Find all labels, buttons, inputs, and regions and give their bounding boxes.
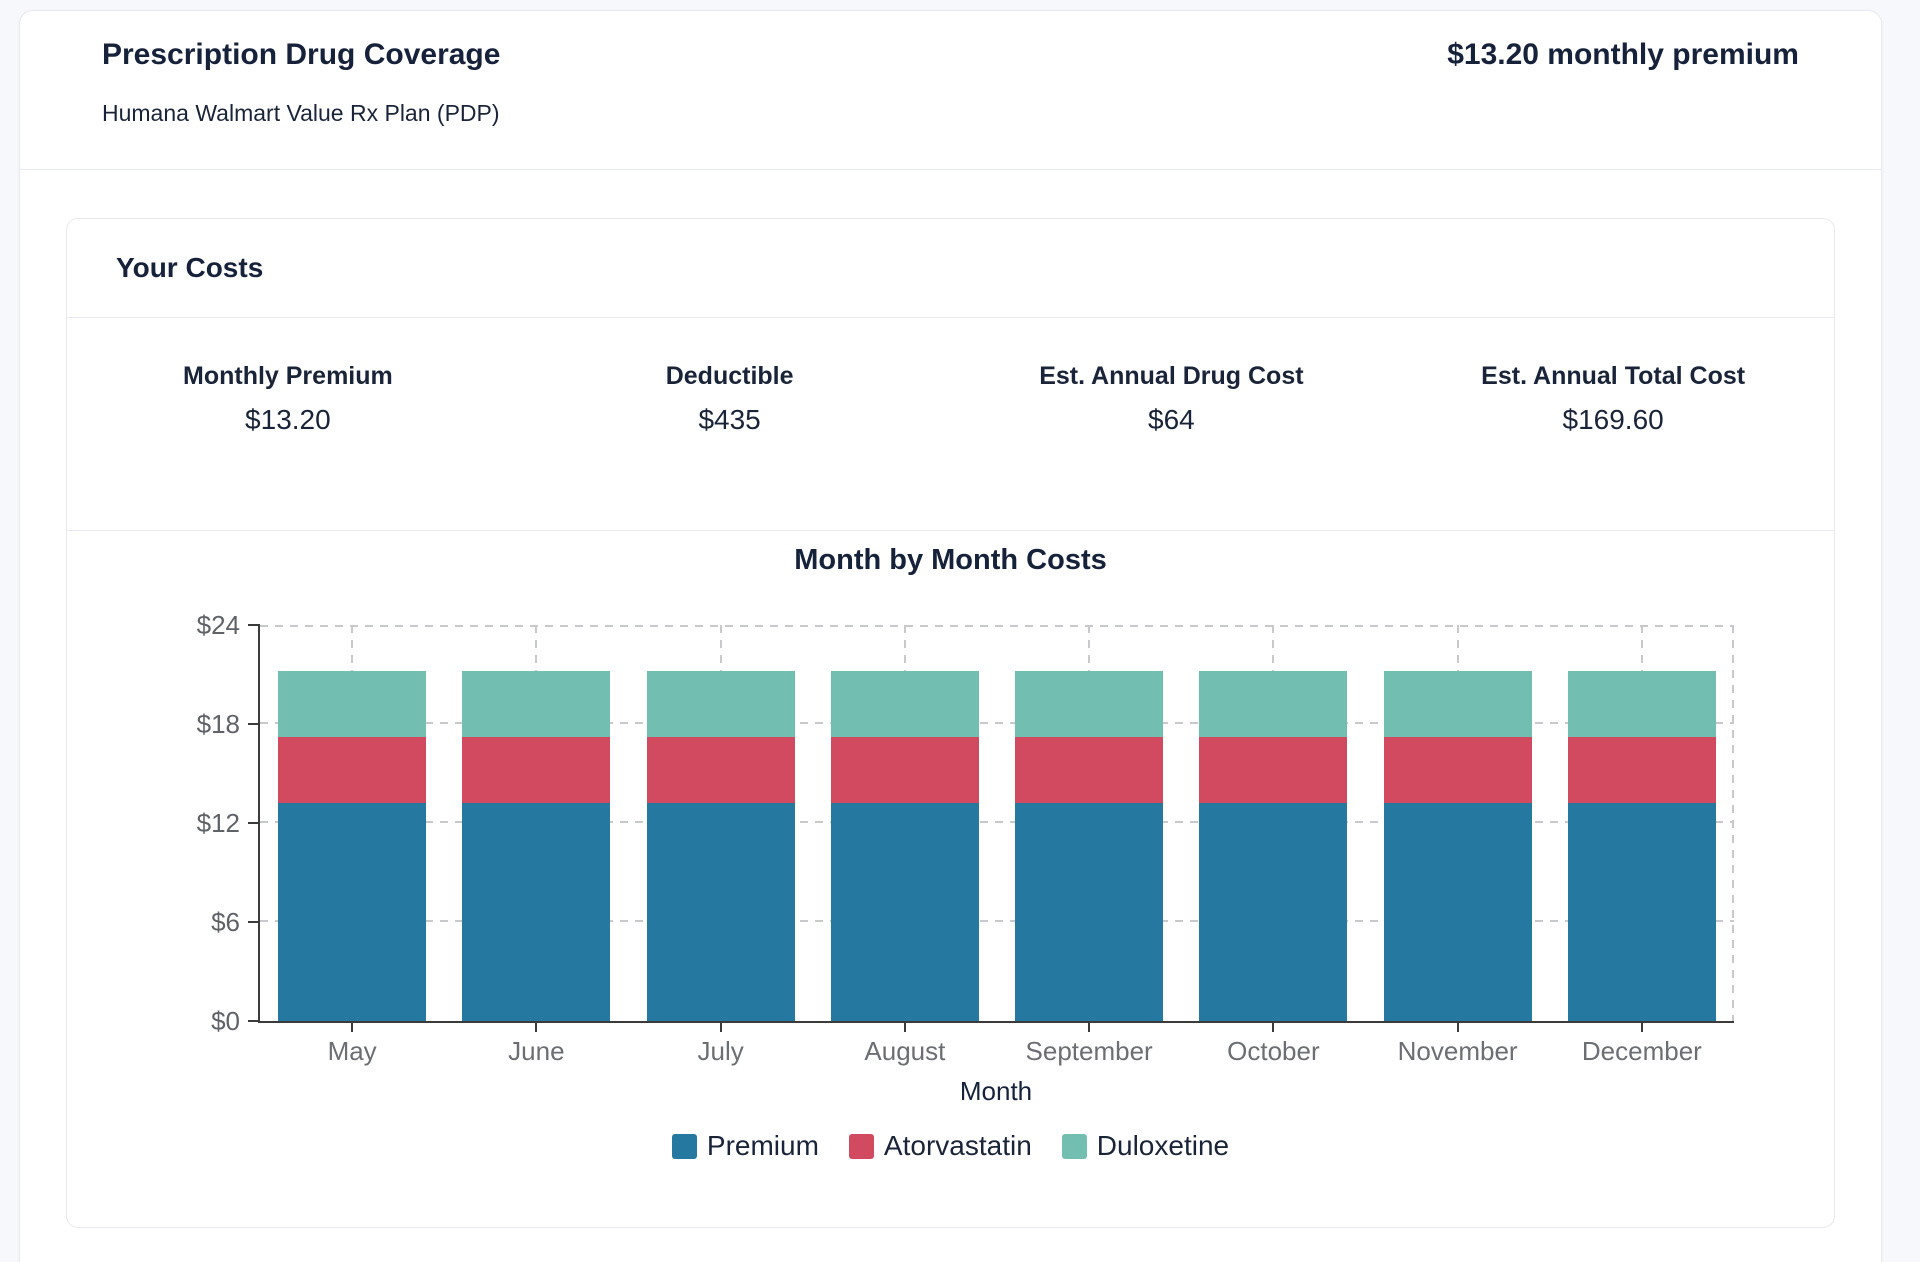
x-axis-tick	[719, 1021, 722, 1032]
bar-segment-duloxetine	[1383, 671, 1532, 738]
stat-value: $64	[1148, 404, 1195, 435]
bar-segment-premium	[1015, 803, 1164, 1021]
legend-swatch-icon	[671, 1133, 697, 1159]
plan-detail-card: Prescription Drug Coverage Humana Walmar…	[19, 10, 1882, 1262]
bar-december[interactable]	[1567, 671, 1716, 1021]
bar-october[interactable]	[1199, 671, 1348, 1021]
x-axis-label: September	[1025, 1036, 1153, 1066]
y-gridline	[260, 625, 1734, 627]
bar-segment-premium	[462, 803, 611, 1021]
plan-name: Humana Walmart Value Rx Plan (PDP)	[102, 100, 500, 126]
bar-august[interactable]	[830, 671, 979, 1021]
stat-annual-total-cost: Est. Annual Total Cost $169.60	[1392, 362, 1834, 530]
x-axis-label: October	[1227, 1036, 1320, 1066]
bar-segment-duloxetine	[462, 671, 611, 738]
stat-annual-drug-cost: Est. Annual Drug Cost $64	[951, 362, 1393, 530]
bar-september[interactable]	[1015, 671, 1164, 1021]
bar-segment-duloxetine	[830, 671, 979, 738]
x-axis-label: May	[327, 1036, 377, 1066]
bar-segment-atorvastatin	[830, 737, 979, 804]
bar-may[interactable]	[278, 671, 427, 1021]
y-axis-tick	[248, 822, 260, 824]
x-axis-tick	[351, 1021, 354, 1032]
bar-segment-duloxetine	[646, 671, 795, 738]
plan-header: Prescription Drug Coverage Humana Walmar…	[20, 11, 1881, 170]
legend-label: Premium	[706, 1130, 819, 1161]
x-axis-tick	[1088, 1021, 1091, 1032]
legend-label: Duloxetine	[1096, 1130, 1230, 1161]
bar-segment-premium	[1199, 803, 1348, 1021]
y-gridline	[260, 821, 1734, 823]
x-axis-label: July	[697, 1036, 744, 1066]
x-axis-tick	[1456, 1021, 1459, 1032]
x-axis-label: December	[1581, 1036, 1702, 1066]
x-axis-label: August	[864, 1036, 946, 1066]
plan-header-left: Prescription Drug Coverage Humana Walmar…	[102, 37, 500, 127]
chart-title: Month by Month Costs	[794, 544, 1107, 576]
your-costs-card: Your Costs Monthly Premium $13.20 Deduct…	[66, 218, 1835, 1228]
y-axis-tick	[248, 723, 260, 725]
y-axis-label: $6	[211, 907, 240, 937]
legend-item-premium[interactable]: Premium	[671, 1130, 819, 1161]
stat-label: Est. Annual Drug Cost	[1039, 362, 1304, 390]
stat-label: Est. Annual Total Cost	[1481, 362, 1746, 390]
y-axis-tick	[248, 624, 260, 626]
x-axis-tick	[903, 1021, 906, 1032]
page-title: Prescription Drug Coverage	[102, 38, 501, 71]
stat-value: $169.60	[1562, 404, 1664, 435]
legend-swatch-icon	[848, 1133, 874, 1159]
x-axis-title: Month	[959, 1076, 1033, 1106]
chart-legend: Premium Atorvastatin Duloxetine	[67, 1131, 1834, 1161]
stat-deductible: Deductible $435	[509, 362, 951, 530]
your-costs-title: Your Costs	[116, 252, 264, 283]
x-axis-tick	[535, 1021, 538, 1032]
legend-swatch-icon	[1061, 1133, 1087, 1159]
x-axis-label: November	[1397, 1036, 1518, 1066]
plot-right-edge	[1732, 625, 1734, 1021]
bar-segment-atorvastatin	[646, 737, 795, 804]
bar-july[interactable]	[646, 671, 795, 1021]
y-axis-tick	[248, 921, 260, 923]
x-axis-label: June	[508, 1036, 565, 1066]
stat-label: Deductible	[665, 362, 794, 390]
bar-segment-premium	[278, 803, 427, 1021]
legend-item-atorvastatin[interactable]: Atorvastatin	[848, 1130, 1032, 1161]
bar-november[interactable]	[1383, 671, 1532, 1021]
stat-monthly-premium: Monthly Premium $13.20	[67, 362, 509, 530]
legend-label: Atorvastatin	[883, 1130, 1032, 1161]
cost-stats-row: Monthly Premium $13.20 Deductible $435 E…	[67, 318, 1834, 531]
bar-segment-premium	[646, 803, 795, 1021]
bar-segment-premium	[1383, 803, 1532, 1021]
month-by-month-chart-section: Month by Month Costs $0 $6 $12 $18 $24 May Jun…	[67, 531, 1834, 1161]
x-axis-tick	[1640, 1021, 1643, 1032]
stat-value: $13.20	[245, 404, 331, 435]
y-gridline	[260, 920, 1734, 922]
y-axis-label: $0	[211, 1006, 240, 1036]
bar-segment-duloxetine	[1199, 671, 1348, 738]
legend-item-duloxetine[interactable]: Duloxetine	[1061, 1130, 1230, 1161]
stat-value: $435	[698, 404, 761, 435]
bar-segment-premium	[830, 803, 979, 1021]
bar-segment-atorvastatin	[1567, 737, 1716, 804]
bar-segment-atorvastatin	[462, 737, 611, 804]
bar-segment-atorvastatin	[1383, 737, 1532, 804]
stacked-bar-plot-area: $0 $6 $12 $18 $24 May June July August September O…	[197, 611, 1734, 1065]
y-axis-label: $24	[196, 610, 240, 640]
monthly-premium-summary: $13.20 monthly premium	[1447, 38, 1799, 71]
bar-segment-atorvastatin	[278, 737, 427, 804]
bar-segment-premium	[1567, 803, 1716, 1021]
stat-label: Monthly Premium	[183, 362, 393, 390]
bar-segment-duloxetine	[1015, 671, 1164, 738]
y-axis-label: $12	[196, 808, 240, 838]
bar-segment-duloxetine	[1567, 671, 1716, 738]
bar-segment-duloxetine	[278, 671, 427, 738]
x-axis-tick	[1272, 1021, 1275, 1032]
y-axis-tick	[248, 1020, 260, 1022]
your-costs-header: Your Costs	[67, 219, 1834, 318]
y-gridline	[260, 722, 1734, 724]
bar-segment-atorvastatin	[1199, 737, 1348, 804]
y-axis-label: $18	[196, 709, 240, 739]
bar-segment-atorvastatin	[1015, 737, 1164, 804]
bar-june[interactable]	[462, 671, 611, 1021]
